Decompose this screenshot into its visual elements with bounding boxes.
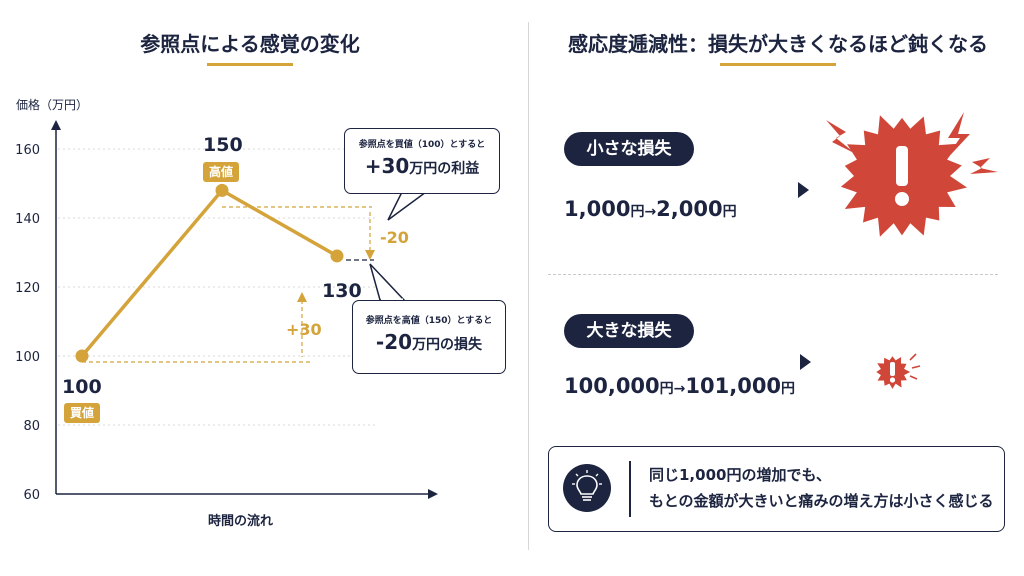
x-axis-label: 時間の流れ: [208, 514, 274, 529]
callout-loss-small: 参照点を高値（150）とすると: [365, 316, 493, 326]
point-label-current: 130: [322, 280, 362, 302]
y-tick-label: 140: [15, 212, 40, 227]
small-loss-to-unit: 円: [722, 204, 737, 220]
big-loss-from-unit: 円: [659, 381, 674, 397]
right-panel-title: 感応度逓減性：損失が大きくなるほど鈍くなる: [568, 32, 988, 56]
small-loss-to: 2,000: [656, 197, 723, 221]
y-tick-label: 100: [15, 350, 40, 365]
x-axis-arrow: [428, 489, 438, 499]
callout-profit: 参照点を買値（100）とすると +30万円の利益: [344, 128, 500, 194]
left-panel-title: 参照点による感覚の変化: [140, 32, 360, 56]
price-chart: 60 80 100 120 140 160: [15, 120, 438, 503]
callout-loss-num: -20: [375, 330, 413, 354]
tag-high: 高値: [203, 162, 239, 182]
small-alert-burst-icon: [876, 353, 921, 389]
big-loss-pill: 大きな損失: [564, 314, 694, 348]
callout-profit-num: +30: [364, 154, 410, 178]
note-line-1: 同じ1,000円の増加でも、: [649, 466, 831, 484]
callout-loss-unit: 万円の損失: [412, 337, 483, 353]
price-point: [215, 183, 229, 197]
y-tick-label: 160: [15, 143, 40, 158]
small-loss-pointer-icon: [798, 182, 809, 198]
insight-note-box: 同じ1,000円の増加でも、 もとの金額が大きいと痛みの増え方は小さく感じる: [548, 446, 1005, 532]
note-separator: [629, 461, 631, 517]
y-axis-arrow: [51, 120, 61, 130]
big-loss-to: 101,000: [685, 374, 782, 398]
big-loss-pointer-icon: [800, 354, 811, 370]
panel-divider: [528, 22, 529, 550]
point-label-buy: 100: [62, 376, 102, 398]
tag-buy: 買値: [64, 403, 100, 423]
y-tick-label: 80: [23, 419, 40, 434]
small-loss-amount: 1,000円→2,000円: [564, 197, 737, 221]
big-loss-arrow: →: [673, 381, 686, 397]
big-loss-from: 100,000: [564, 374, 660, 398]
price-point: [75, 349, 89, 363]
callout-loss: 参照点を高値（150）とすると -20万円の損失: [352, 300, 506, 374]
small-loss-from: 1,000: [564, 197, 631, 221]
note-line-2: もとの金額が大きいと痛みの増え方は小さく感じる: [649, 492, 994, 510]
small-loss-from-unit: 円: [630, 204, 645, 220]
point-label-high: 150: [203, 134, 243, 156]
y-tick-label: 120: [15, 281, 40, 296]
callout-profit-small: 参照点を買値（100）とすると: [358, 140, 486, 150]
left-title-underline: [207, 63, 293, 66]
diff-minus20: -20: [380, 228, 409, 247]
y-tick-label: 60: [23, 488, 40, 503]
callout-profit-unit: 万円の利益: [409, 161, 480, 177]
price-point: [330, 249, 344, 263]
diff-plus30: +30: [286, 320, 322, 339]
y-axis-label: 価格（万円）: [16, 98, 89, 112]
small-loss-pill: 小さな損失: [564, 132, 694, 166]
big-loss-to-unit: 円: [781, 381, 796, 397]
plus30-arrow-head: [297, 292, 307, 302]
minus20-arrow-head: [365, 250, 375, 260]
big-loss-amount: 100,000円→101,000円: [564, 374, 795, 398]
callout-profit-tail: [387, 190, 429, 221]
section-divider: [548, 274, 998, 275]
large-alert-burst-icon: [826, 112, 998, 237]
small-loss-arrow: →: [644, 204, 657, 220]
right-title-underline: [720, 63, 836, 66]
lightbulb-icon: [563, 464, 611, 512]
